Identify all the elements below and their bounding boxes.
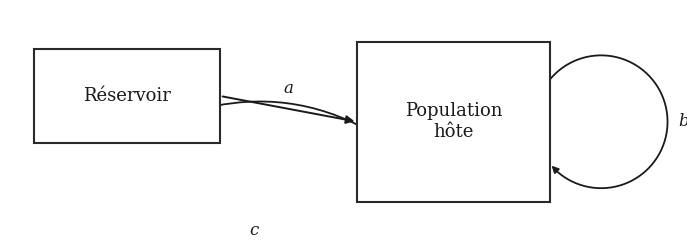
Text: c: c bbox=[249, 222, 259, 239]
Text: a: a bbox=[284, 80, 293, 97]
Text: Population
hôte: Population hôte bbox=[405, 102, 502, 141]
Text: Réservoir: Réservoir bbox=[83, 87, 171, 105]
FancyBboxPatch shape bbox=[34, 49, 220, 143]
FancyBboxPatch shape bbox=[357, 42, 550, 202]
Text: b: b bbox=[678, 113, 687, 130]
